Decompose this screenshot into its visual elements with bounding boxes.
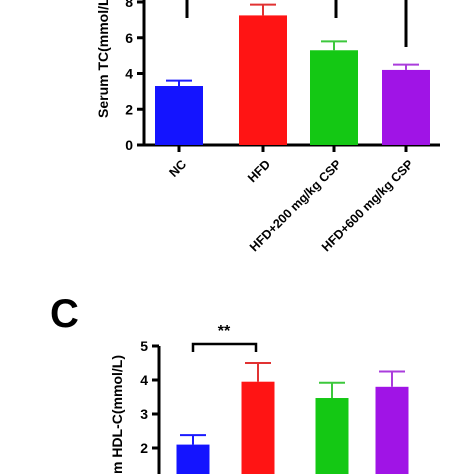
top-bar xyxy=(382,69,430,145)
bottom-bar xyxy=(176,444,210,474)
panel-label-c: C xyxy=(50,292,79,336)
chart-bottom: C m HDL-C(mmol/L) 2 3 4 5 ** xyxy=(50,292,409,474)
bottom-significance: ** xyxy=(191,323,258,352)
top-category-label: NC xyxy=(166,157,189,180)
top-y-tick-label: 0 xyxy=(125,137,133,153)
bottom-sig-stars: ** xyxy=(218,323,231,340)
bottom-y-tick-label: 5 xyxy=(140,338,148,354)
bottom-y-tick-label: 2 xyxy=(140,440,148,456)
bottom-y-axis-title: m HDL-C(mmol/L) xyxy=(109,355,125,474)
bottom-sig-bracket xyxy=(191,342,258,352)
bottom-y-tick-label: 4 xyxy=(140,372,148,388)
top-bar xyxy=(310,50,358,146)
top-y-axis-title: Serum TC(mmol/L) xyxy=(95,0,111,118)
top-bar xyxy=(155,86,203,145)
top-category-label: HFD xyxy=(245,157,273,185)
bottom-bar xyxy=(375,386,409,474)
top-y-tick-label: 2 xyxy=(125,101,133,117)
top-y-tick-label: 8 xyxy=(125,0,133,10)
top-significance-brackets xyxy=(185,0,408,47)
bottom-bars xyxy=(176,362,409,474)
bottom-y-ticks: 2 3 4 5 xyxy=(140,338,159,456)
top-y-tick-label: 4 xyxy=(125,66,133,82)
top-y-tick-label: 6 xyxy=(125,30,133,46)
bottom-bar xyxy=(241,381,275,474)
bottom-y-tick-label: 3 xyxy=(140,406,148,422)
bottom-bar xyxy=(315,398,349,474)
top-bars xyxy=(155,3,430,146)
top-bar xyxy=(239,15,287,145)
top-y-ticks: 0 2 4 6 8 xyxy=(125,0,144,153)
